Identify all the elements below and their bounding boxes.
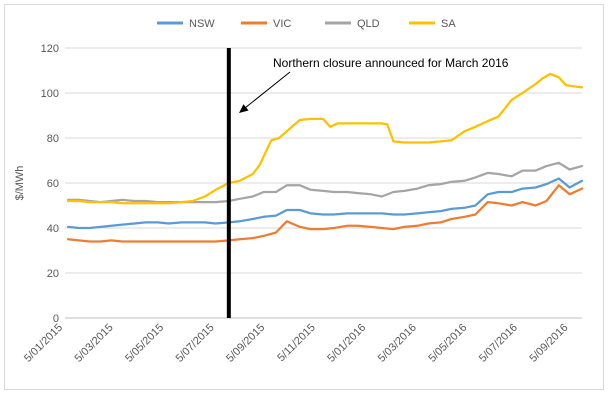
y-tick-label: 80 [47, 133, 59, 145]
series-layer [66, 72, 584, 243]
legend-label-qld: QLD [357, 18, 380, 30]
x-tick-label: 5/07/2016 [477, 322, 520, 365]
x-tick-label: 5/03/2016 [376, 322, 419, 365]
annotation-layer: Northern closure announced for March 201… [226, 48, 509, 318]
y-tick-label: 100 [41, 88, 59, 100]
y-tick-label: 40 [47, 223, 59, 235]
x-tick-label: 5/07/2015 [174, 322, 217, 365]
y-axis-label: $/MWh [14, 166, 26, 201]
x-axis: 5/01/2015 5/03/2015 5/05/2015 5/07/2015 5/09… [22, 322, 571, 365]
y-axis: 0 20 40 60 80 100 120 [41, 43, 59, 325]
legend-label-nsw: NSW [189, 18, 215, 30]
annotation-arrow-head [239, 104, 249, 113]
legend: NSW VIC QLD SA [157, 18, 456, 30]
x-tick-label: 5/05/2015 [123, 322, 166, 365]
y-tick-label: 60 [47, 178, 59, 190]
x-tick-label: 5/03/2015 [73, 322, 116, 365]
series-line-vic [66, 184, 584, 243]
x-tick-label: 5/09/2016 [527, 322, 570, 365]
x-tick-label: 5/11/2015 [275, 322, 318, 365]
x-tick-label: 5/01/2016 [325, 322, 368, 365]
y-tick-label: 120 [41, 43, 59, 55]
x-tick-label: 5/05/2016 [426, 322, 469, 365]
annotation-arrow [244, 71, 291, 109]
gridlines [65, 47, 582, 319]
annotation-text: Northern closure announced for March 201… [273, 56, 509, 70]
x-tick-label: 5/01/2015 [22, 322, 65, 365]
legend-label-vic: VIC [273, 18, 291, 30]
chart-frame: NSW VIC QLD SA 0 20 40 60 80 100 120 5/01/2015 5/0… [4, 4, 604, 390]
series-line-nsw [66, 177, 584, 230]
series-line-qld [66, 161, 584, 204]
x-tick-label: 5/09/2015 [224, 322, 267, 365]
y-tick-label: 0 [53, 313, 59, 325]
legend-label-sa: SA [441, 18, 456, 30]
series-line-sa [66, 72, 584, 205]
y-tick-label: 20 [47, 268, 59, 280]
